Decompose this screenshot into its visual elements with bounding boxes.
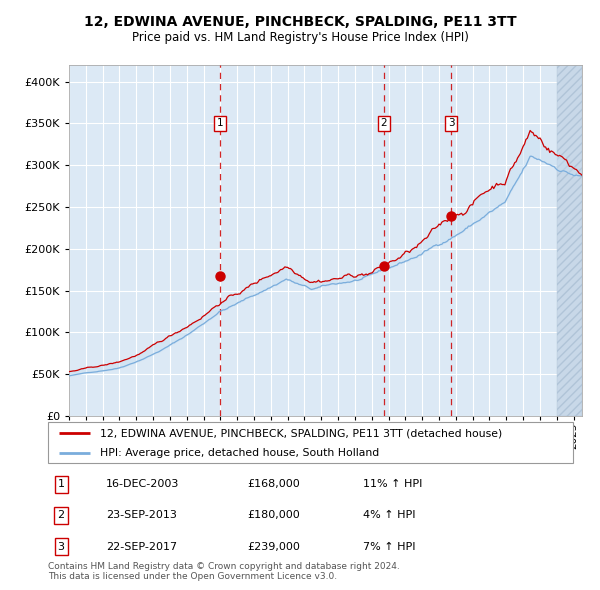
- Text: 2: 2: [381, 119, 388, 129]
- Text: 3: 3: [58, 542, 65, 552]
- Text: 12, EDWINA AVENUE, PINCHBECK, SPALDING, PE11 3TT: 12, EDWINA AVENUE, PINCHBECK, SPALDING, …: [83, 15, 517, 29]
- Text: 4% ↑ HPI: 4% ↑ HPI: [363, 510, 415, 520]
- Text: 2: 2: [58, 510, 65, 520]
- Text: 11% ↑ HPI: 11% ↑ HPI: [363, 480, 422, 489]
- Text: HPI: Average price, detached house, South Holland: HPI: Average price, detached house, Sout…: [101, 448, 380, 458]
- Text: 1: 1: [58, 480, 65, 489]
- Text: 23-SEP-2013: 23-SEP-2013: [106, 510, 176, 520]
- Text: 1: 1: [217, 119, 223, 129]
- Text: 12, EDWINA AVENUE, PINCHBECK, SPALDING, PE11 3TT (detached house): 12, EDWINA AVENUE, PINCHBECK, SPALDING, …: [101, 428, 503, 438]
- Bar: [557, 65, 582, 416]
- Text: 7% ↑ HPI: 7% ↑ HPI: [363, 542, 415, 552]
- FancyBboxPatch shape: [48, 422, 573, 463]
- Text: Contains HM Land Registry data © Crown copyright and database right 2024.
This d: Contains HM Land Registry data © Crown c…: [48, 562, 400, 581]
- Text: £239,000: £239,000: [248, 542, 301, 552]
- Text: 16-DEC-2003: 16-DEC-2003: [106, 480, 179, 489]
- Text: Price paid vs. HM Land Registry's House Price Index (HPI): Price paid vs. HM Land Registry's House …: [131, 31, 469, 44]
- Text: 3: 3: [448, 119, 455, 129]
- Text: 22-SEP-2017: 22-SEP-2017: [106, 542, 177, 552]
- Text: £168,000: £168,000: [248, 480, 300, 489]
- Text: £180,000: £180,000: [248, 510, 300, 520]
